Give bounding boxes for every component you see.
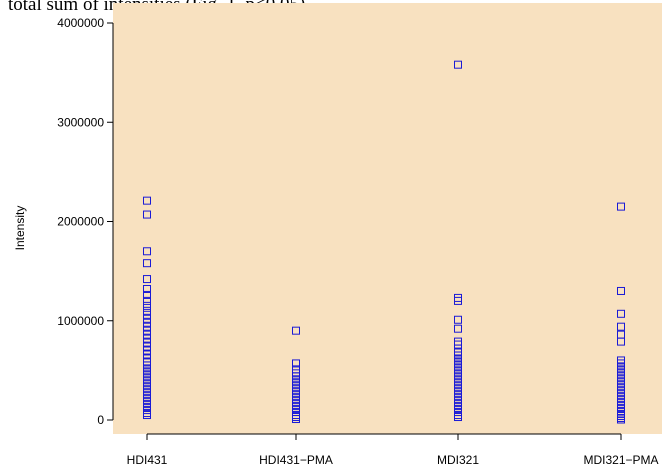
data-point	[454, 60, 462, 69]
x-tick-label: MDI321−PMA	[583, 453, 658, 467]
y-tick-label: 2000000	[57, 215, 104, 229]
data-point	[143, 290, 151, 299]
data-point	[454, 296, 462, 305]
data-point	[454, 315, 462, 324]
y-tick-label: 3000000	[57, 115, 104, 129]
data-point	[143, 196, 151, 205]
data-points	[143, 60, 625, 424]
data-point	[143, 411, 151, 420]
data-point	[617, 337, 625, 346]
plot-area	[113, 3, 662, 434]
x-axis: HDI431 HDI431−PMA MDI321 MDI321−PMA	[127, 433, 659, 467]
data-point	[143, 275, 151, 284]
data-point	[292, 326, 300, 335]
data-point	[143, 247, 151, 256]
data-point	[292, 359, 300, 368]
data-point	[143, 259, 151, 268]
data-point	[617, 202, 625, 211]
data-point	[617, 309, 625, 318]
data-point	[143, 296, 151, 305]
data-point	[143, 301, 151, 310]
data-point	[454, 413, 462, 422]
data-point	[617, 415, 625, 424]
data-point	[143, 210, 151, 219]
data-point	[617, 286, 625, 295]
y-tick-label: 4000000	[57, 16, 104, 30]
x-tick-label: HDI431−PMA	[259, 453, 333, 467]
x-tick-label: HDI431	[127, 453, 168, 467]
x-tick-label: MDI321	[437, 453, 479, 467]
y-tick-label: 0	[97, 413, 104, 427]
y-tick-label: 1000000	[57, 314, 104, 328]
data-point	[617, 322, 625, 331]
data-point	[454, 324, 462, 333]
y-axis: 0 1000000 2000000 3000000 4000000	[57, 16, 114, 427]
data-point	[292, 415, 300, 424]
y-axis-label: Intensity	[13, 206, 27, 251]
data-point	[143, 284, 151, 293]
